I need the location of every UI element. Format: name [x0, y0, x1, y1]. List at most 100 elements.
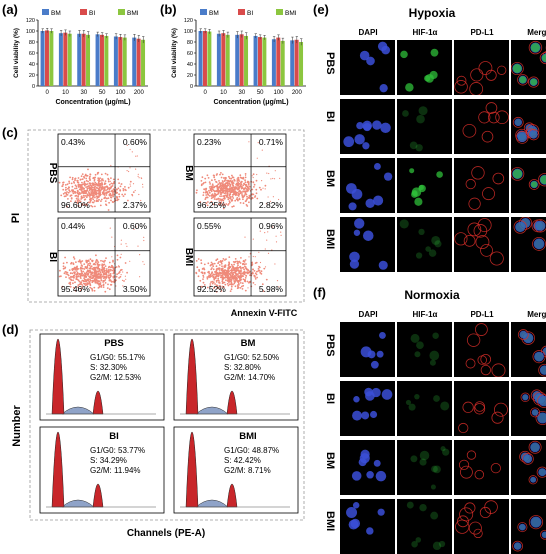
legend-swatch-bm	[200, 9, 207, 15]
y-tick-label: 0	[32, 84, 35, 90]
hypoxia-image-bm-merge	[511, 158, 546, 213]
column-header-dapi: DAPI	[358, 310, 378, 319]
s-value: S: 32.30%	[90, 363, 127, 372]
row-label-bmi: BMI	[324, 511, 336, 532]
bar-bm-0	[40, 31, 45, 86]
cycle-plot-bm: BM G1/G0: 52.50%S: 32.80%G2/M: 14.70%	[173, 333, 299, 421]
sample-label: PBS	[104, 338, 124, 349]
x-axis-label-annexin: Annexin V-FITC	[231, 308, 298, 318]
hypoxia-image-bi-dapi	[340, 99, 395, 154]
panel-letter-d: (d)	[2, 322, 19, 337]
bar-bmi-30	[244, 35, 249, 86]
quadrant-ul: 0.43%	[61, 137, 86, 147]
y-axis-label-pi: PI	[10, 213, 22, 223]
quadrant-ll: 95.46%	[61, 284, 90, 294]
column-header-hif-1-: HIF-1α	[412, 28, 438, 37]
hypoxia-image-bmi-pd-l1	[454, 217, 509, 272]
legend-swatch-bmi	[276, 9, 283, 15]
hypoxia-image-bm-hif-1-	[397, 158, 452, 213]
bar-bmi-200	[299, 42, 304, 86]
sample-label: BI	[109, 431, 119, 442]
bar-bi-100	[118, 37, 123, 86]
column-header-hif-1-: HIF-1α	[412, 310, 438, 319]
y-tick-label: 120	[26, 18, 35, 24]
flow-cytometry-panel: PI Annexin V-FITC 0.43% 0.60% 96.60% 2.37% PBS…	[10, 129, 305, 318]
row-label-bi: BI	[324, 111, 336, 122]
sample-label: PBS	[47, 163, 58, 184]
hypoxia-image-bmi-dapi	[340, 217, 395, 272]
bar-bmi-200	[141, 39, 146, 86]
bar-bm-200	[290, 40, 295, 86]
y-tick-label: 80	[187, 40, 193, 46]
y-tick-label: 60	[187, 51, 193, 57]
normoxia-image-bmi-merge	[511, 499, 546, 554]
normoxia-image-pbs-hif-1-	[397, 322, 452, 377]
bar-bm-10	[58, 33, 63, 86]
hypoxia-image-bi-pd-l1	[454, 99, 509, 154]
y-tick-label: 40	[187, 62, 193, 68]
x-axis-label-channels: Channels (PE-A)	[127, 528, 205, 539]
x-tick-label: 200	[134, 90, 145, 96]
quadrant-ll: 96.25%	[197, 200, 226, 210]
row-label-pbs: PBS	[324, 52, 336, 75]
g2-value: G2/M: 14.70%	[224, 373, 275, 382]
x-tick-label: 200	[292, 90, 303, 96]
quadrant-lr: 5.98%	[259, 284, 284, 294]
panel-letter-c: (c)	[2, 125, 18, 140]
y-tick-label: 20	[187, 73, 193, 79]
bar-bmi-100	[280, 40, 285, 86]
quadrant-ur: 0.60%	[123, 137, 148, 147]
bar-chart-b: BM BI BMI 0 20 40 60 80 100 120 0 10 30 50 100 200 Conce…	[171, 9, 306, 106]
legend-label-bi: BI	[89, 10, 95, 17]
y-axis-label-number: Number	[11, 405, 23, 447]
hypoxia-image-pbs-hif-1-	[397, 40, 452, 95]
flow-plot-pbs: 0.43% 0.60% 96.60% 2.37% PBS	[47, 133, 151, 213]
hypoxia-image-bm-dapi	[340, 158, 395, 213]
legend-swatch-bm	[42, 9, 49, 15]
column-header-merge: Merge	[527, 28, 546, 37]
x-axis-label: Concentration (μg/mL)	[213, 99, 288, 106]
s-value: S: 34.29%	[90, 456, 127, 465]
quadrant-lr: 3.50%	[123, 284, 148, 294]
bar-bm-0	[198, 31, 203, 86]
bar-bi-200	[294, 39, 299, 86]
y-tick-label: 100	[26, 29, 35, 35]
x-tick-label: 0	[45, 90, 49, 96]
column-header-merge: Merge	[527, 310, 546, 319]
sample-label: BI	[47, 252, 58, 262]
legend-swatch-bi	[238, 9, 245, 15]
bar-bi-0	[44, 30, 49, 86]
quadrant-ll: 96.60%	[61, 200, 90, 210]
sample-label: BM	[183, 165, 194, 181]
row-label-bm: BM	[324, 452, 336, 470]
bar-bm-200	[132, 37, 137, 86]
x-tick-label: 30	[238, 90, 245, 96]
x-tick-label: 50	[99, 90, 106, 96]
hypoxia-image-bi-hif-1-	[397, 99, 452, 154]
row-label-bmi: BMI	[324, 229, 336, 250]
quadrant-ul: 0.55%	[197, 221, 222, 231]
row-label-bm: BM	[324, 170, 336, 188]
g2-value: G2/M: 11.94%	[90, 466, 141, 475]
hypoxia-image-bi-merge	[511, 99, 546, 154]
normoxia-image-bm-merge	[511, 440, 546, 495]
normoxia-image-bi-dapi	[340, 381, 395, 436]
g1-value: G1/G0: 55.17%	[90, 353, 145, 362]
hypoxia-image-pbs-pd-l1	[454, 40, 509, 95]
y-axis-label: Cell viability (%)	[13, 28, 20, 78]
y-tick-label: 0	[190, 84, 193, 90]
g2-value: G2/M: 8.71%	[224, 466, 271, 475]
bar-bmi-0	[49, 31, 54, 86]
row-label-bi: BI	[324, 393, 336, 404]
s-value: S: 32.80%	[224, 363, 261, 372]
flow-plot-bmi: 0.55% 0.96% 92.52% 5.98% BMI	[183, 217, 287, 297]
x-tick-label: 10	[62, 90, 69, 96]
y-tick-label: 100	[184, 29, 193, 35]
bar-chart-a: BM BI BMI 0 20 40 60 80 100 120 0 10 30 50 100 200 Conce…	[13, 9, 148, 106]
row-label-pbs: PBS	[324, 334, 336, 357]
bar-bm-10	[216, 33, 221, 86]
normoxia-image-bmi-dapi	[340, 499, 395, 554]
normoxia-image-bm-dapi	[340, 440, 395, 495]
g2-value: G2/M: 12.53%	[90, 373, 141, 382]
